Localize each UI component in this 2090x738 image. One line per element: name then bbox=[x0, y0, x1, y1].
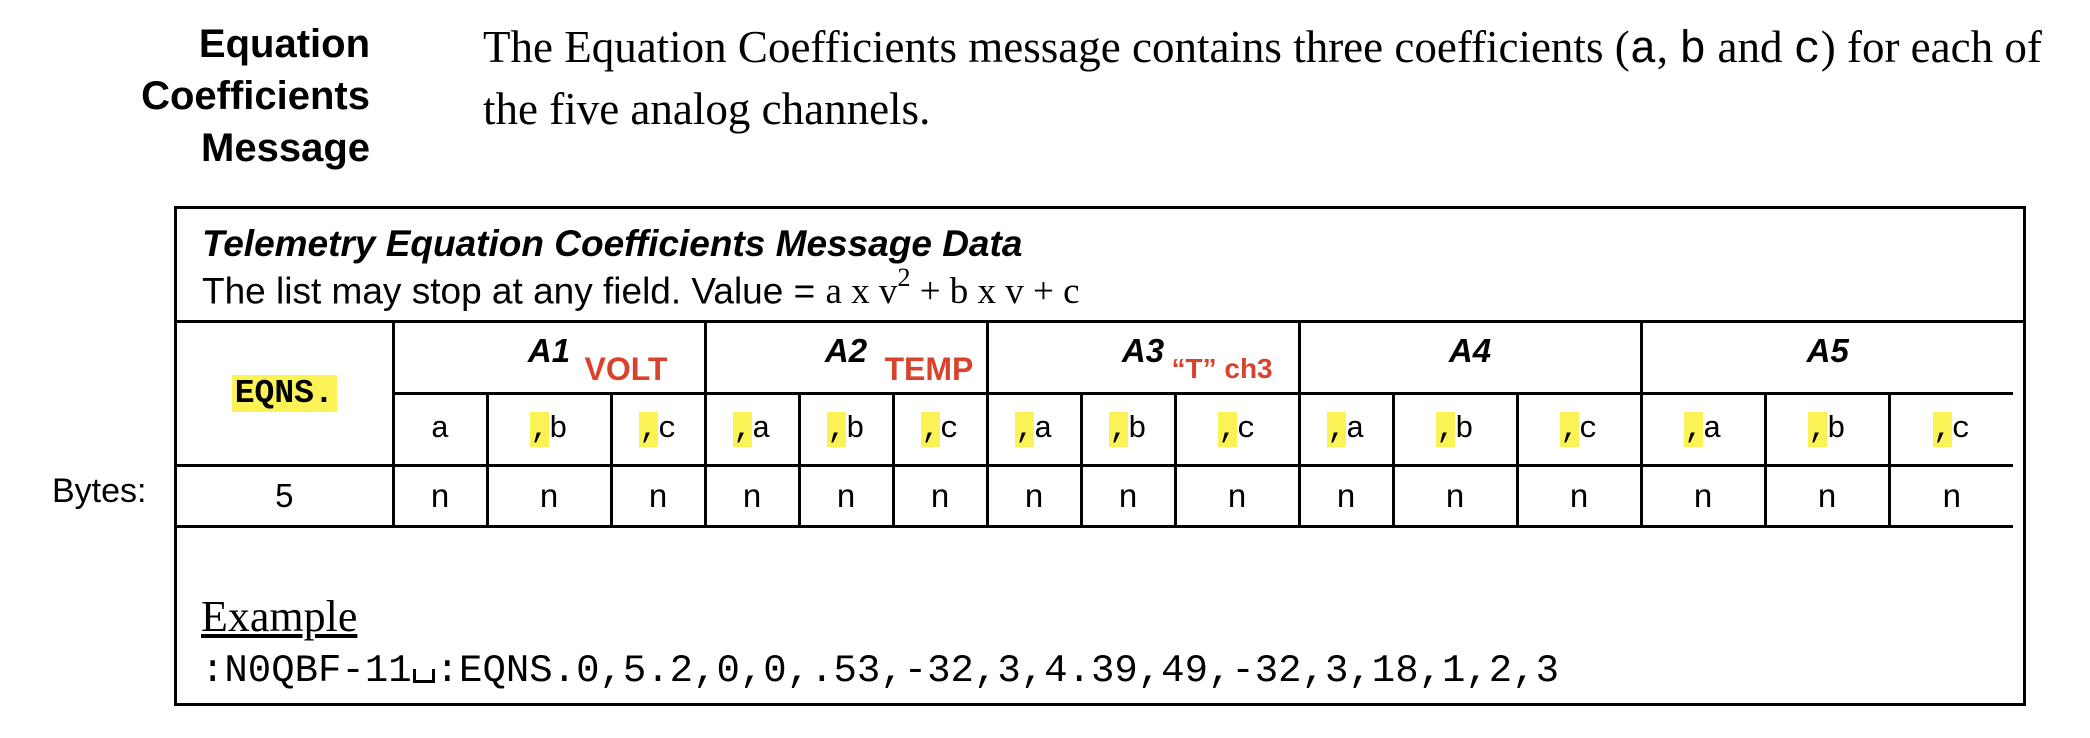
table-header: Telemetry Equation Coefficients Message … bbox=[177, 209, 2023, 323]
field-code: ,a bbox=[1327, 411, 1365, 447]
bytes-cell: n bbox=[1515, 463, 1643, 528]
field-separator-highlight: , bbox=[1327, 411, 1346, 447]
bytes-label: Bytes: bbox=[52, 472, 147, 510]
identifier-cell: EQNS. bbox=[177, 323, 395, 467]
field-cell: ,a bbox=[1297, 391, 1395, 467]
field-cell: ,b bbox=[1079, 391, 1177, 467]
field-separator-highlight: , bbox=[1933, 411, 1952, 447]
field-cell: ,c bbox=[1173, 391, 1301, 467]
field-cell: ,b bbox=[1391, 391, 1519, 467]
bytes-cell: n bbox=[485, 463, 613, 528]
field-grid: EQNS. A1 VOLT A2 TEMP A3 “T” ch3 A4 A5 a… bbox=[177, 323, 2013, 528]
field-code: ,c bbox=[639, 411, 677, 447]
channel-a1-tag: VOLT bbox=[584, 351, 668, 387]
field-cell: ,a bbox=[703, 391, 801, 467]
field-cell: ,c bbox=[1515, 391, 1643, 467]
field-cell: a bbox=[393, 391, 489, 467]
field-cell: ,b bbox=[797, 391, 895, 467]
field-code: ,b bbox=[1436, 411, 1474, 447]
field-separator-highlight: , bbox=[1109, 411, 1128, 447]
bytes-cell: n bbox=[1173, 463, 1301, 528]
table-title: Telemetry Equation Coefficients Message … bbox=[202, 223, 1023, 264]
bytes-cell: n bbox=[391, 463, 489, 528]
field-separator-highlight: , bbox=[733, 411, 752, 447]
field-separator-highlight: , bbox=[1684, 411, 1703, 447]
field-row: a ,b ,c ,a ,b ,c ,a ,b ,c ,a ,b ,c ,a ,b ,c bbox=[177, 391, 2013, 467]
field-separator-highlight: , bbox=[530, 411, 549, 447]
field-separator-highlight: , bbox=[1808, 411, 1827, 447]
field-cell: ,b bbox=[1763, 391, 1891, 467]
bytes-cell: n bbox=[1079, 463, 1177, 528]
coef-b: b bbox=[1679, 25, 1707, 76]
eqns-identifier: EQNS. bbox=[231, 374, 337, 412]
field-code: ,a bbox=[1684, 411, 1722, 447]
intro-paragraph: The Equation Coefficients message contai… bbox=[483, 22, 2042, 134]
channel-a2-tag: TEMP bbox=[884, 351, 974, 387]
field-separator-highlight: , bbox=[827, 411, 846, 447]
table-subtitle: The list may stop at any field. Value = … bbox=[202, 263, 1080, 313]
field-separator-highlight: , bbox=[639, 411, 658, 447]
field-cell: ,c bbox=[891, 391, 989, 467]
channel-a4: A4 bbox=[1297, 323, 1643, 395]
bytes-cell: n bbox=[1391, 463, 1519, 528]
section-heading-line-3: Message bbox=[201, 126, 370, 170]
channel-a3-tag: “T” ch3 bbox=[1171, 353, 1273, 384]
field-separator-highlight: , bbox=[1560, 411, 1579, 447]
channel-a2: A2 TEMP bbox=[703, 323, 989, 395]
field-code: a bbox=[430, 411, 450, 447]
value-formula: a x v2 + b x v + c bbox=[825, 263, 1080, 313]
field-code: ,c bbox=[1933, 411, 1971, 447]
section-heading-line-2: Coefficients bbox=[141, 74, 370, 118]
channel-a1: A1 VOLT bbox=[391, 323, 707, 395]
field-code: ,b bbox=[530, 411, 568, 447]
field-code: ,b bbox=[1808, 411, 1846, 447]
message-data-table: Telemetry Equation Coefficients Message … bbox=[174, 206, 2026, 706]
bytes-cell: n bbox=[797, 463, 895, 528]
field-code: ,c bbox=[1218, 411, 1256, 447]
field-code: ,a bbox=[733, 411, 771, 447]
section-heading-line-1: Equation bbox=[198, 22, 370, 66]
example-message: :N0QBF-11:EQNS.0,5.2,0,0,.53,-32,3,4.39,… bbox=[201, 649, 1560, 693]
field-cell: ,c bbox=[1887, 391, 2013, 467]
example-label: Example bbox=[201, 592, 358, 641]
channel-row: EQNS. A1 VOLT A2 TEMP A3 “T” ch3 A4 A5 bbox=[177, 323, 2013, 467]
field-separator-highlight: , bbox=[1218, 411, 1237, 447]
bytes-cell: n bbox=[1297, 463, 1395, 528]
field-separator-highlight: , bbox=[1015, 411, 1034, 447]
field-cell: ,a bbox=[1639, 391, 1767, 467]
bytes-cell: n bbox=[1639, 463, 1767, 528]
space-symbol-icon bbox=[412, 669, 435, 683]
field-separator-highlight: , bbox=[921, 411, 940, 447]
coef-a: a bbox=[1629, 25, 1657, 76]
field-code: ,b bbox=[827, 411, 865, 447]
field-cell: ,c bbox=[609, 391, 707, 467]
coef-c: c bbox=[1793, 25, 1821, 76]
field-separator-highlight: , bbox=[1436, 411, 1455, 447]
channel-a5: A5 bbox=[1639, 323, 2013, 395]
bytes-cell: n bbox=[703, 463, 801, 528]
bytes-cell: n bbox=[1887, 463, 2013, 528]
bytes-cell: n bbox=[985, 463, 1083, 528]
channel-a3: A3 “T” ch3 bbox=[985, 323, 1301, 395]
section-heading: Equation Coefficients Message bbox=[60, 18, 370, 174]
field-code: ,c bbox=[921, 411, 959, 447]
field-cell: ,a bbox=[985, 391, 1083, 467]
field-code: ,a bbox=[1015, 411, 1053, 447]
bytes-cell: n bbox=[891, 463, 989, 528]
field-code: ,b bbox=[1109, 411, 1147, 447]
bytes-cell: n bbox=[1763, 463, 1891, 528]
field-code: ,c bbox=[1560, 411, 1598, 447]
field-cell: ,b bbox=[485, 391, 613, 467]
bytes-cell-identifier: 5 bbox=[177, 463, 395, 528]
bytes-cell: n bbox=[609, 463, 707, 528]
